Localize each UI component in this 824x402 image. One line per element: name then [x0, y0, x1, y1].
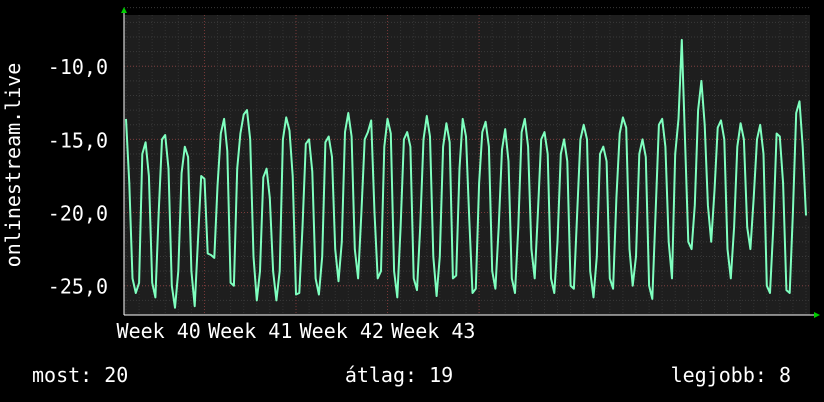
- y-tick-label: -20,0: [48, 202, 108, 226]
- y-axis-label: onlinestream.live: [1, 63, 25, 268]
- y-axis-arrow: [121, 7, 127, 13]
- x-axis-arrow: [814, 312, 820, 318]
- y-tick-label: -25,0: [48, 275, 108, 299]
- x-tick-label: Week 43: [391, 319, 475, 343]
- axes: [121, 7, 820, 318]
- x-ticks: Week 40 Week 41 Week 42 Week 43: [117, 319, 476, 343]
- x-tick-label: Week 42: [300, 319, 384, 343]
- series-line: [125, 38, 807, 309]
- y-tick-label: -10,0: [48, 55, 108, 79]
- x-tick-label: Week 41: [208, 319, 292, 343]
- footer-best: legjobb: 8: [671, 363, 791, 387]
- y-tick-label: -15,0: [48, 128, 108, 152]
- x-tick-label: Week 40: [117, 319, 201, 343]
- footer-average: átlag: 19: [345, 363, 453, 387]
- y-ticks: -10,0 -15,0 -20,0 -25,0: [48, 55, 108, 299]
- footer-current: most: 20: [32, 363, 128, 387]
